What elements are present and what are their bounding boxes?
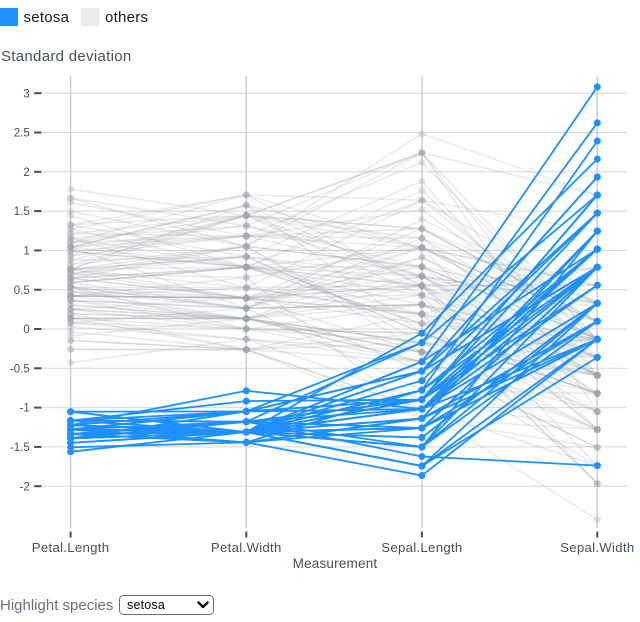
svg-text:Petal.Width: Petal.Width [211,540,282,555]
svg-text:-1.5: -1.5 [10,442,30,454]
svg-text:0.5: 0.5 [14,285,30,297]
svg-text:-2: -2 [20,481,30,493]
svg-text:2.5: 2.5 [14,128,30,140]
svg-text:Measurement: Measurement [293,556,378,571]
svg-text:-1: -1 [20,403,30,415]
svg-text:2: 2 [23,167,29,179]
svg-text:Petal.Length: Petal.Length [32,540,110,555]
svg-text:1: 1 [23,246,29,258]
svg-text:Sepal.Length: Sepal.Length [381,540,462,555]
svg-text:Sepal.Width: Sepal.Width [560,540,634,555]
svg-text:-0.5: -0.5 [10,363,30,375]
svg-text:Standard deviation: Standard deviation [1,48,132,65]
svg-text:1.5: 1.5 [14,206,30,218]
svg-text:3: 3 [23,88,29,100]
svg-text:0: 0 [23,324,29,336]
